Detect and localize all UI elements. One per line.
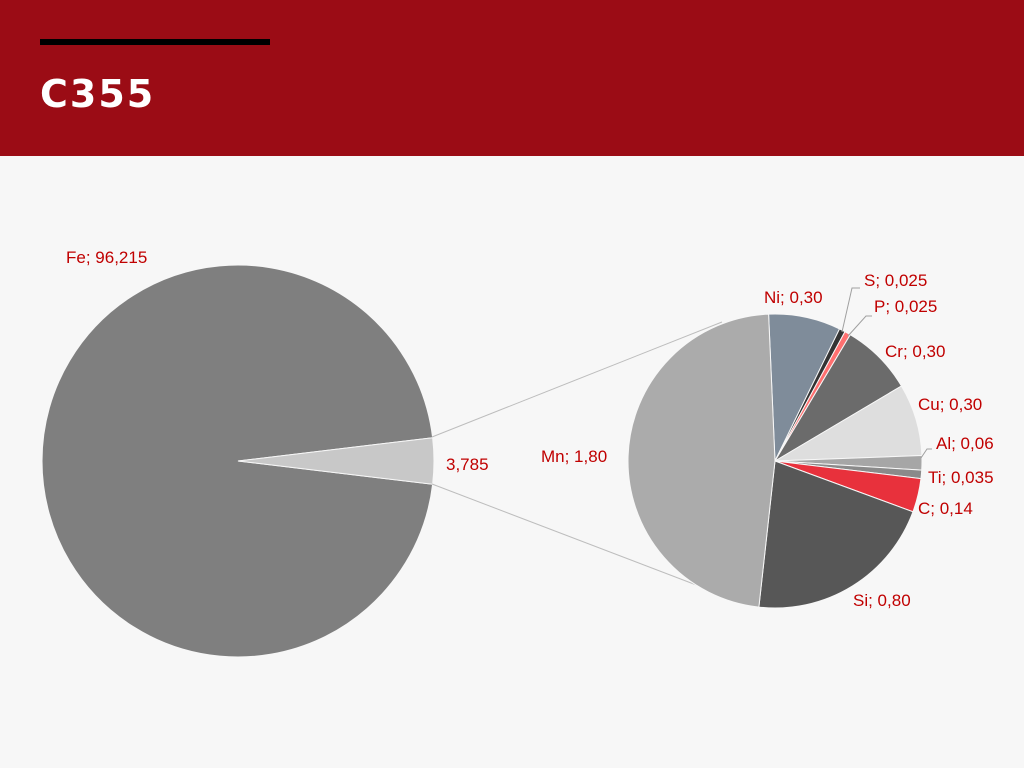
page-title: C355 (40, 72, 156, 116)
label-si: Si; 0,80 (853, 591, 911, 610)
label-ti: Ti; 0,035 (928, 468, 994, 487)
label-p: P; 0,025 (874, 297, 937, 316)
label-other: 3,785 (446, 455, 489, 474)
label-s: S; 0,025 (864, 271, 927, 290)
leader-line-p (847, 315, 872, 337)
header: C355 (0, 0, 1024, 156)
label-ni: Ni; 0,30 (764, 288, 823, 307)
label-fe: Fe; 96,215 (66, 248, 147, 267)
leader-line-s (841, 287, 860, 333)
label-c: C; 0,14 (918, 499, 973, 518)
label-al: Al; 0,06 (936, 434, 994, 453)
slice-fe (41, 264, 434, 658)
connector-line-top (431, 321, 723, 438)
leader-line-al (920, 448, 932, 459)
label-cr: Cr; 0,30 (885, 342, 945, 361)
label-mn: Mn; 1,80 (541, 447, 607, 466)
label-cu: Cu; 0,30 (918, 395, 982, 414)
title-accent-bar (40, 39, 270, 45)
connector-line-bottom (431, 483, 713, 592)
slice-si (758, 460, 914, 609)
slice-mn (627, 313, 776, 608)
